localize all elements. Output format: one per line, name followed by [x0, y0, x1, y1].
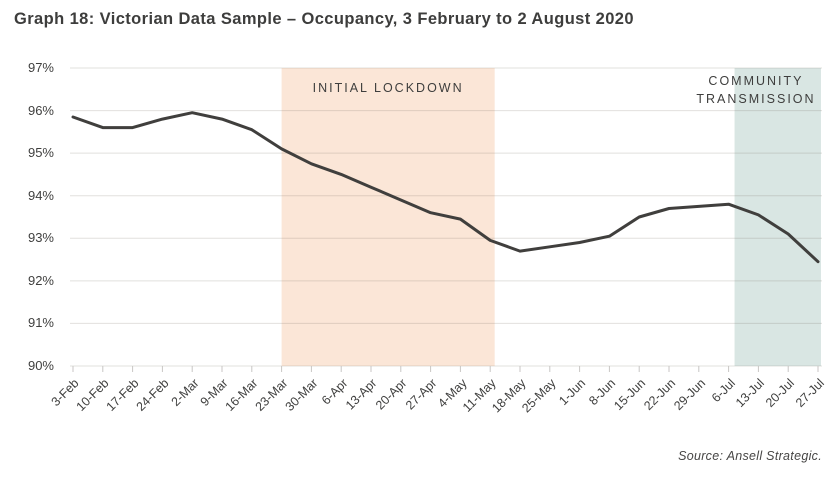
y-tick-label: 97% — [27, 60, 54, 75]
x-tick-label: 1-Jun — [556, 376, 589, 409]
annotation-band — [281, 68, 495, 366]
x-tick-label: 10-Feb — [73, 376, 112, 414]
x-tick-label: 24-Feb — [133, 376, 172, 414]
y-tick-label: 96% — [27, 102, 54, 118]
source-note: Source: Ansell Strategic. — [678, 449, 822, 463]
x-tick-label: 27-Jul — [792, 376, 827, 410]
occupancy-line — [71, 111, 820, 264]
band-label-initial-lockdown: INITIAL LOCKDOWN — [312, 81, 464, 95]
x-tick-label: 17-Feb — [103, 376, 142, 414]
y-tick-label: 91% — [27, 315, 54, 331]
plot-area: INITIAL LOCKDOWN COMMUNITY TRANSMISSION — [70, 67, 822, 372]
x-tick-label: 20-Apr — [373, 376, 410, 413]
x-tick-label: 29-Jun — [670, 376, 708, 413]
x-tick-label: 15-Jun — [611, 376, 649, 413]
x-tick-label: 13-Jul — [733, 376, 768, 410]
x-tick-label: 2-Mar — [168, 376, 202, 409]
x-tick-label: 27-Apr — [403, 376, 440, 413]
annotation-band — [734, 68, 821, 366]
y-tick-label: 92% — [27, 272, 54, 288]
y-tick-label: 95% — [27, 145, 54, 161]
x-tick-label: 20-Jul — [763, 376, 798, 410]
x-axis-labels: 3-Feb 10-Feb 17-Feb 24-Feb 2-Mar 9-Mar 16-Mar 2… — [49, 376, 827, 446]
y-tick-label: 90% — [27, 358, 54, 373]
x-tick-label: 16-Mar — [222, 376, 261, 414]
y-tick-label: 94% — [27, 187, 54, 203]
chart-canvas — [70, 67, 822, 372]
chart-title: Graph 18: Victorian Data Sample – Occupa… — [14, 10, 634, 28]
y-tick-label: 93% — [27, 230, 54, 246]
band-label-line-2: TRANSMISSION — [696, 92, 816, 106]
y-axis-labels: 97% 96% 95% 94% 93% 92% 91% 90% — [0, 60, 60, 373]
band-label-line-1: COMMUNITY — [708, 74, 804, 88]
x-tick-label: 22-Jun — [640, 376, 678, 413]
x-tick-label: 30-Mar — [282, 376, 321, 414]
band-label-community-transmission: COMMUNITY TRANSMISSION — [691, 72, 821, 108]
x-tick-label: 13-Apr — [343, 376, 380, 413]
x-tick-label: 23-Mar — [252, 376, 291, 414]
